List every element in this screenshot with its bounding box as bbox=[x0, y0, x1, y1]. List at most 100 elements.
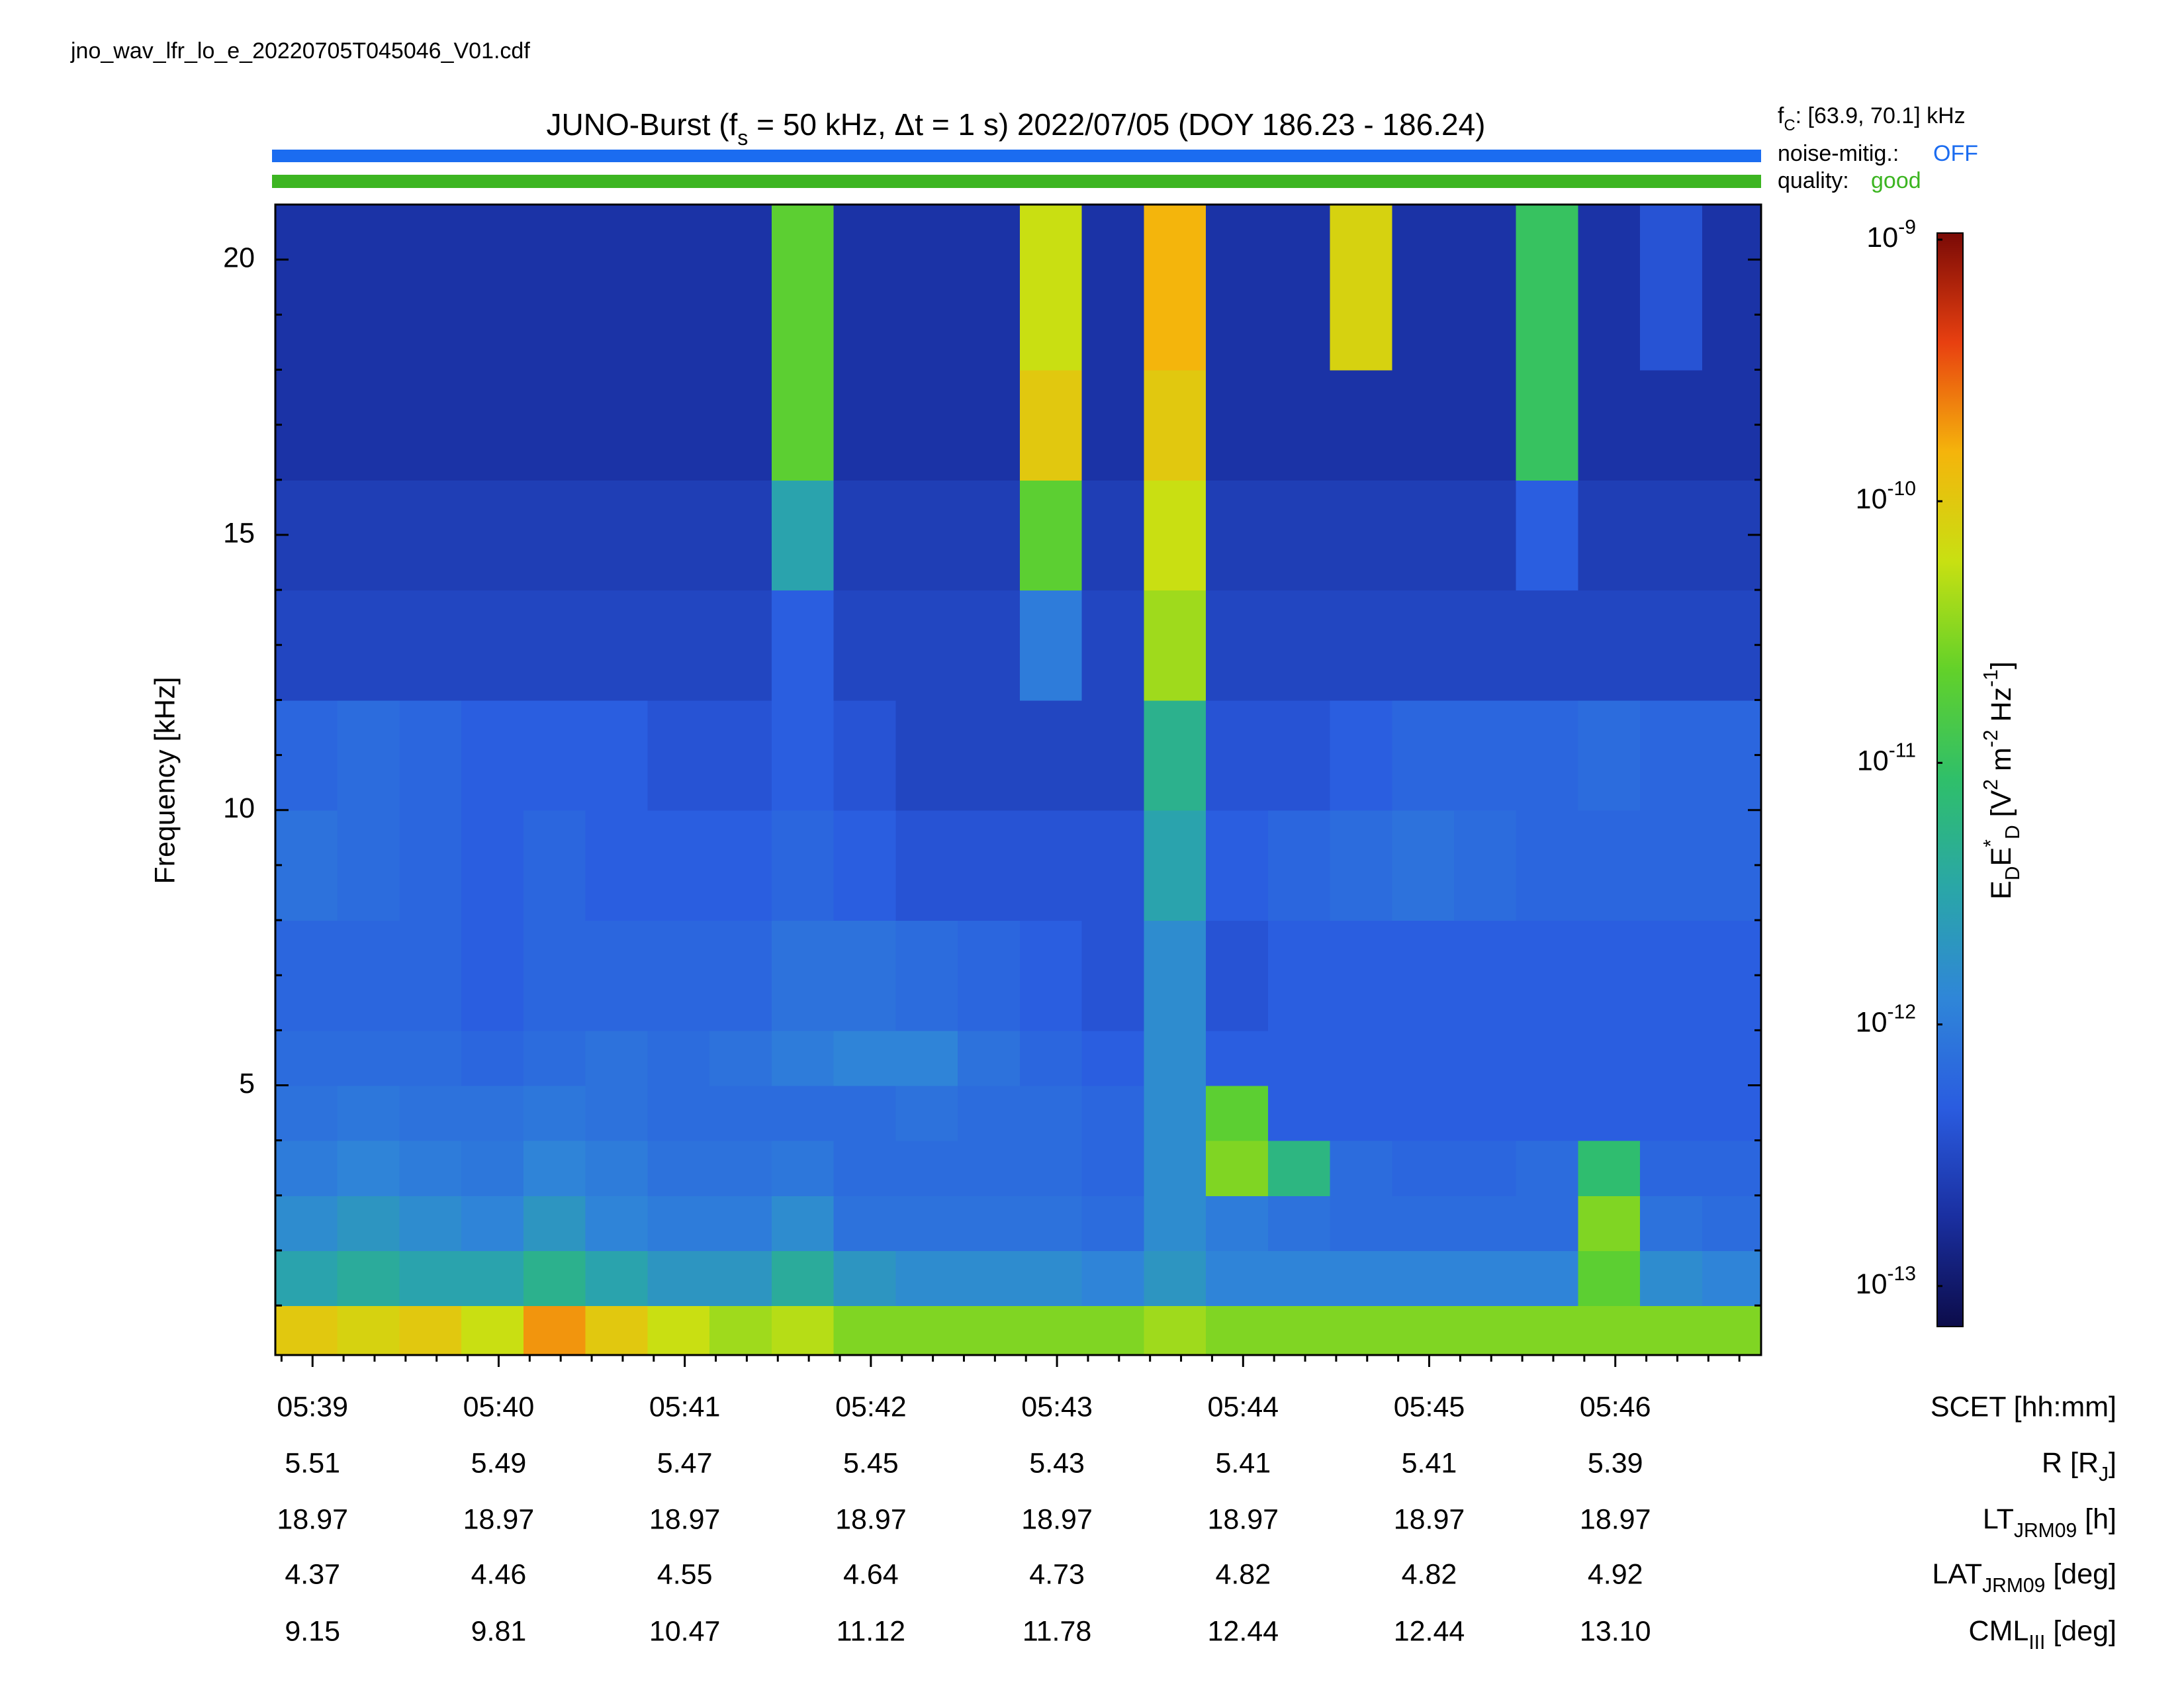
spectrogram-cell bbox=[647, 479, 711, 591]
spectrogram-cell bbox=[585, 810, 649, 921]
spectrogram-cell bbox=[523, 810, 586, 921]
spectrogram-cell bbox=[1206, 1305, 1269, 1355]
spectrogram-cell bbox=[1454, 1195, 1517, 1251]
ephemeris-value: 5.41 bbox=[1215, 1447, 1271, 1479]
x-tick-label: 05:41 bbox=[649, 1391, 721, 1423]
spectrogram-cell bbox=[1578, 205, 1641, 371]
spectrogram-cell bbox=[461, 700, 524, 811]
spectrogram-cell bbox=[1267, 1305, 1331, 1355]
text-part: III bbox=[2028, 1632, 2045, 1654]
spectrogram-cell bbox=[585, 1030, 649, 1086]
spectrogram-cell bbox=[833, 1030, 897, 1086]
spectrogram-cell bbox=[337, 479, 400, 591]
x-axis-label: SCET [hh:mm] bbox=[1931, 1391, 2116, 1423]
spectrogram-cell bbox=[1206, 369, 1269, 481]
spectrogram-cell bbox=[1578, 1030, 1641, 1086]
spectrogram-cell bbox=[833, 1085, 897, 1141]
ephemeris-value: 18.97 bbox=[1207, 1503, 1279, 1535]
spectrogram-cell bbox=[1144, 1305, 1207, 1355]
spectrogram-cell bbox=[1454, 479, 1517, 591]
spectrogram-cell bbox=[1516, 1140, 1579, 1196]
spectrogram-cell bbox=[337, 1140, 400, 1196]
spectrogram-cell bbox=[895, 1305, 959, 1355]
ephemeris-value: 5.47 bbox=[657, 1447, 713, 1479]
spectrogram-cell bbox=[1392, 1305, 1455, 1355]
spectrogram-cell bbox=[771, 369, 835, 481]
spectrogram-cell bbox=[709, 810, 772, 921]
text-part: m bbox=[1985, 747, 2017, 779]
spectrogram-cell bbox=[1144, 479, 1207, 591]
ephemeris-value: 18.97 bbox=[277, 1503, 348, 1535]
spectrogram-cell bbox=[1019, 920, 1083, 1031]
spectrogram-cell bbox=[399, 590, 463, 701]
colorbar bbox=[1936, 232, 1964, 1327]
spectrogram-cell bbox=[585, 1305, 649, 1355]
ephemeris-value: 10.47 bbox=[649, 1615, 721, 1647]
spectrogram-cell bbox=[895, 590, 959, 701]
ephemeris-value: 4.73 bbox=[1029, 1558, 1085, 1590]
text-part: JRM09 bbox=[1982, 1575, 2045, 1597]
spectrogram-cell bbox=[275, 700, 338, 811]
text-part: JRM09 bbox=[2014, 1520, 2077, 1542]
spectrogram-cell bbox=[1330, 590, 1393, 701]
spectrogram-cell bbox=[1081, 700, 1145, 811]
spectrogram-cell bbox=[1330, 700, 1393, 811]
spectrogram-cell bbox=[1267, 369, 1331, 481]
spectrogram-cell bbox=[771, 205, 835, 371]
spectrogram-cell bbox=[1578, 810, 1641, 921]
spectrogram-cell bbox=[275, 590, 338, 701]
text-part: LAT bbox=[1932, 1558, 1982, 1590]
spectrogram-cell bbox=[1144, 590, 1207, 701]
spectrogram-cell bbox=[833, 920, 897, 1031]
spectrogram-cell bbox=[1578, 1305, 1641, 1355]
spectrogram-cell bbox=[1640, 1250, 1703, 1307]
spectrogram-cell bbox=[1640, 920, 1703, 1031]
spectrogram-cell bbox=[1081, 1030, 1145, 1086]
spectrogram-cell bbox=[1206, 700, 1269, 811]
spectrogram-cell bbox=[1081, 205, 1145, 371]
spectrogram-cell bbox=[1516, 369, 1579, 481]
spectrogram-cell bbox=[399, 1305, 463, 1355]
spectrogram-cell bbox=[647, 1195, 711, 1251]
spectrogram-cell bbox=[647, 590, 711, 701]
spectrogram-cell bbox=[585, 479, 649, 591]
spectrogram-cell bbox=[1330, 1195, 1393, 1251]
spectrogram-cell bbox=[1702, 590, 1761, 701]
spectrogram-cell bbox=[523, 700, 586, 811]
spectrogram-cell bbox=[771, 1305, 835, 1355]
spectrogram-cell bbox=[523, 1030, 586, 1086]
spectrogram-cell bbox=[1454, 810, 1517, 921]
spectrogram-cell bbox=[1578, 1140, 1641, 1196]
text-part: J bbox=[2099, 1464, 2109, 1485]
spectrogram-cell bbox=[1330, 205, 1393, 371]
spectrogram-cell bbox=[1206, 590, 1269, 701]
spectrogram-cell bbox=[337, 1195, 400, 1251]
spectrogram-cell bbox=[895, 369, 959, 481]
spectrogram-cell bbox=[1516, 1195, 1579, 1251]
spectrogram-cell bbox=[337, 1085, 400, 1141]
ephemeris-label: CMLIII [deg] bbox=[1969, 1615, 2116, 1654]
spectrogram-cell bbox=[1019, 810, 1083, 921]
quality-value: good bbox=[1871, 168, 1921, 193]
spectrogram-cell bbox=[771, 1250, 835, 1307]
spectrogram-cell bbox=[1702, 1250, 1761, 1307]
spectrogram-cell bbox=[399, 700, 463, 811]
spectrogram-cell bbox=[1206, 920, 1269, 1031]
spectrogram-cell bbox=[958, 1250, 1021, 1307]
ephemeris-value: 18.97 bbox=[1580, 1503, 1651, 1535]
spectrogram-cell bbox=[1640, 1140, 1703, 1196]
spectrogram-cell bbox=[1019, 590, 1083, 701]
ephemeris-value: 5.41 bbox=[1402, 1447, 1457, 1479]
ephemeris-value: 4.82 bbox=[1215, 1558, 1271, 1590]
spectrogram-cell bbox=[1019, 1305, 1083, 1355]
spectrogram-cell bbox=[1702, 810, 1761, 921]
spectrogram-cell bbox=[1267, 590, 1331, 701]
noise-label: noise-mitig.: bbox=[1778, 141, 1899, 166]
spectrogram-cell bbox=[1330, 1250, 1393, 1307]
spectrogram-cell bbox=[647, 810, 711, 921]
spectrogram-cell bbox=[1019, 479, 1083, 591]
spectrogram-cell bbox=[1578, 920, 1641, 1031]
spectrogram-cell bbox=[1267, 1085, 1331, 1141]
